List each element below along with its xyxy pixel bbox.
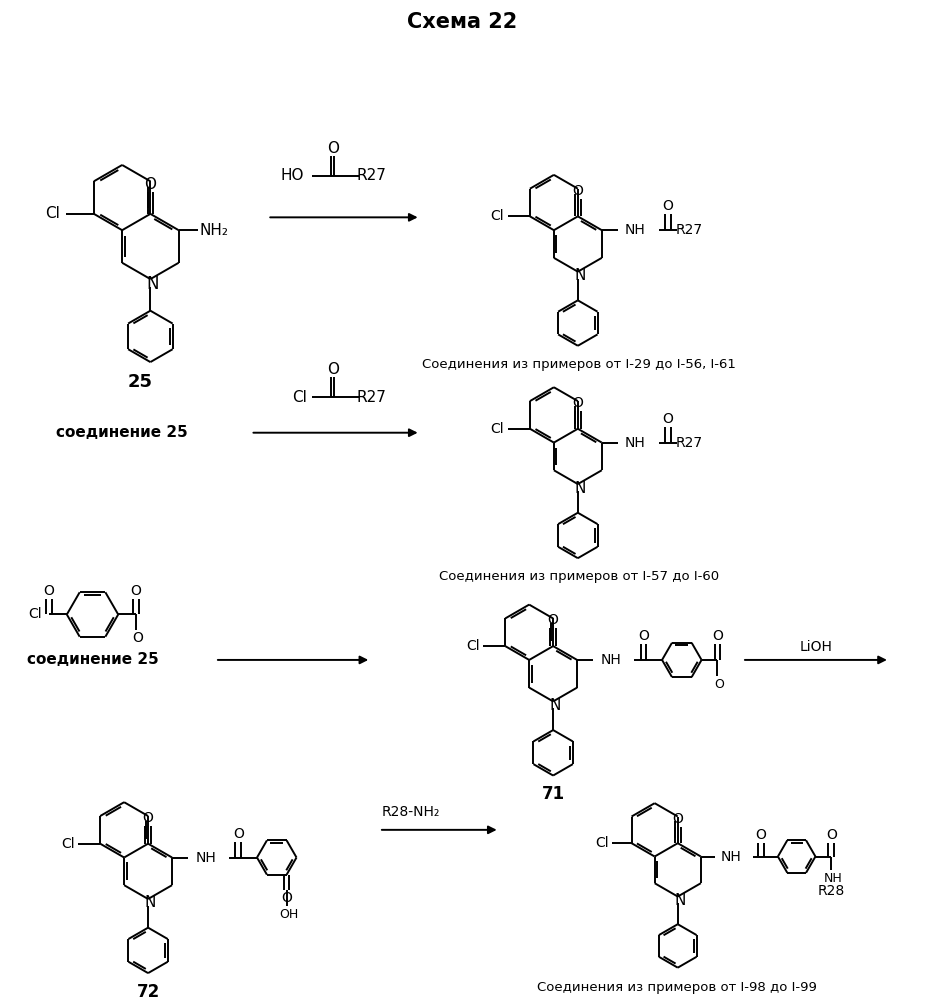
Text: Cl: Cl [292,390,307,405]
Text: N: N [574,481,586,496]
Text: 72: 72 [137,983,160,1000]
Text: O: O [43,584,55,598]
Text: O: O [327,141,339,156]
Text: O: O [638,629,648,643]
Text: OH: OH [279,908,298,921]
Text: Cl: Cl [595,836,609,850]
Text: LiOH: LiOH [799,640,833,654]
Text: O: O [573,396,584,410]
Text: NH₂: NH₂ [200,223,228,238]
Text: 71: 71 [542,785,565,803]
Text: N: N [144,895,155,910]
Text: соединение 25: соединение 25 [56,425,188,440]
Text: O: O [142,811,154,825]
Text: NH: NH [195,851,216,865]
Text: NH: NH [824,872,843,885]
Text: O: O [672,812,684,826]
Text: O: O [662,199,673,213]
Text: R28: R28 [818,884,845,898]
Text: N: N [549,698,561,713]
Text: N: N [674,893,685,908]
Text: Cl: Cl [466,639,479,653]
Text: O: O [132,631,143,645]
Text: Соединения из примеров от I-57 до I-60: Соединения из примеров от I-57 до I-60 [438,570,719,583]
Text: O: O [714,678,724,691]
Text: O: O [144,177,156,192]
Text: соединение 25: соединение 25 [27,652,158,667]
Text: O: O [130,584,142,598]
Text: Схема 22: Схема 22 [407,12,517,32]
Text: O: O [233,827,243,841]
Text: Cl: Cl [490,209,504,223]
Text: R27: R27 [675,223,702,237]
Text: HO: HO [280,168,304,183]
Text: R27: R27 [356,168,386,183]
Text: Cl: Cl [45,206,60,221]
Text: O: O [826,828,837,842]
Text: Соединения из примеров от I-98 до I-99: Соединения из примеров от I-98 до I-99 [537,981,818,994]
Text: O: O [662,412,673,426]
Text: O: O [327,362,339,377]
Text: NH: NH [625,436,646,450]
Text: R27: R27 [356,390,386,405]
Text: O: O [573,184,584,198]
Text: Cl: Cl [29,607,42,621]
Text: NH: NH [625,223,646,237]
Text: R28-NH₂: R28-NH₂ [381,805,439,819]
Text: O: O [548,613,559,627]
Text: Соединения из примеров от I-29 до I-56, I-61: Соединения из примеров от I-29 до I-56, … [422,358,735,371]
Text: Cl: Cl [490,422,504,436]
Text: R27: R27 [675,436,702,450]
Text: O: O [756,828,767,842]
Text: 25: 25 [128,373,153,391]
Text: N: N [574,268,586,283]
Text: O: O [712,629,722,643]
Text: N: N [146,275,158,293]
Text: NH: NH [600,653,621,667]
Text: Cl: Cl [61,837,74,851]
Text: NH: NH [722,850,742,864]
Text: O: O [281,891,292,905]
